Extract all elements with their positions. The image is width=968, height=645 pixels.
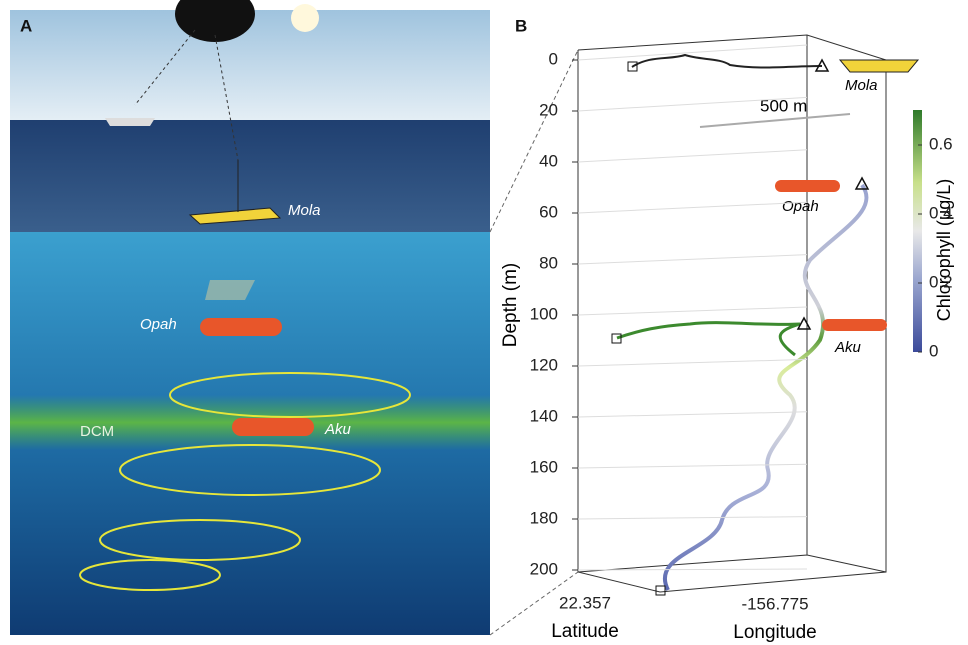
colorbar-tick-label: 0 <box>929 341 938 360</box>
tick-label: 80 <box>539 253 558 272</box>
aku-track <box>617 323 800 355</box>
mola-track <box>632 55 822 68</box>
tick-label: 160 <box>530 457 558 476</box>
tick-label: 20 <box>539 100 558 119</box>
tick-label: 200 <box>530 559 558 578</box>
vehicle-label: Aku <box>834 339 862 356</box>
axis-title: Longitude <box>733 622 816 643</box>
start-marker <box>656 586 665 595</box>
zoom-line <box>490 50 578 232</box>
vehicle-label: Mola <box>845 77 878 94</box>
opah-track <box>665 185 867 590</box>
tick-label: 140 <box>530 406 558 425</box>
grid-line <box>578 359 807 366</box>
colorbar <box>913 110 922 352</box>
opah-auv <box>200 318 282 336</box>
axis-title: Depth (m) <box>500 263 521 347</box>
panel-b: B 500 m Mola Opah Aku Depth (m) 22.357 L… <box>490 16 954 643</box>
grid-line <box>578 464 807 468</box>
vehicle-label: Aku <box>324 421 352 438</box>
grid-line <box>578 202 807 213</box>
tick-label: -156.775 <box>741 594 808 613</box>
tick-label: 0 <box>549 49 558 68</box>
grid-line <box>578 412 807 417</box>
colorbar-tick-label: 0.2 <box>929 272 953 291</box>
axis-title: Latitude <box>551 621 619 642</box>
colorbar-tick-label: 0.6 <box>929 134 953 153</box>
colorbar-title: Chlorophyll (μg/L) <box>934 179 954 321</box>
tick-label: 60 <box>539 202 558 221</box>
grid-line <box>578 150 807 162</box>
grid-line <box>578 517 807 519</box>
mola-icon <box>840 60 918 72</box>
aku-auv <box>232 418 314 436</box>
aku-icon <box>822 319 887 331</box>
opah-icon <box>775 180 840 192</box>
panel-label: A <box>20 16 32 35</box>
vehicle-label: Opah <box>140 316 177 333</box>
sun <box>291 4 319 32</box>
grid-line <box>578 255 807 264</box>
colorbar-tick-label: 0.4 <box>929 203 953 222</box>
tick-label: 100 <box>530 304 558 323</box>
tick-label: 180 <box>530 508 558 527</box>
tick-label: 40 <box>539 151 558 170</box>
panel-a: A Mola Opah Aku DCM <box>10 0 490 635</box>
dcm-label: DCM <box>80 423 114 440</box>
panel-label: B <box>515 16 527 35</box>
vehicle-label: Opah <box>782 198 819 215</box>
tick-label: 120 <box>530 355 558 374</box>
tick-label: 22.357 <box>559 593 611 612</box>
scale-bar <box>700 114 850 127</box>
grid-line <box>578 307 807 315</box>
figure: A Mola Opah Aku DCM B 500 m Mola Opah Ak… <box>0 0 968 645</box>
ship <box>105 118 155 126</box>
vehicle-label: Mola <box>288 202 321 219</box>
